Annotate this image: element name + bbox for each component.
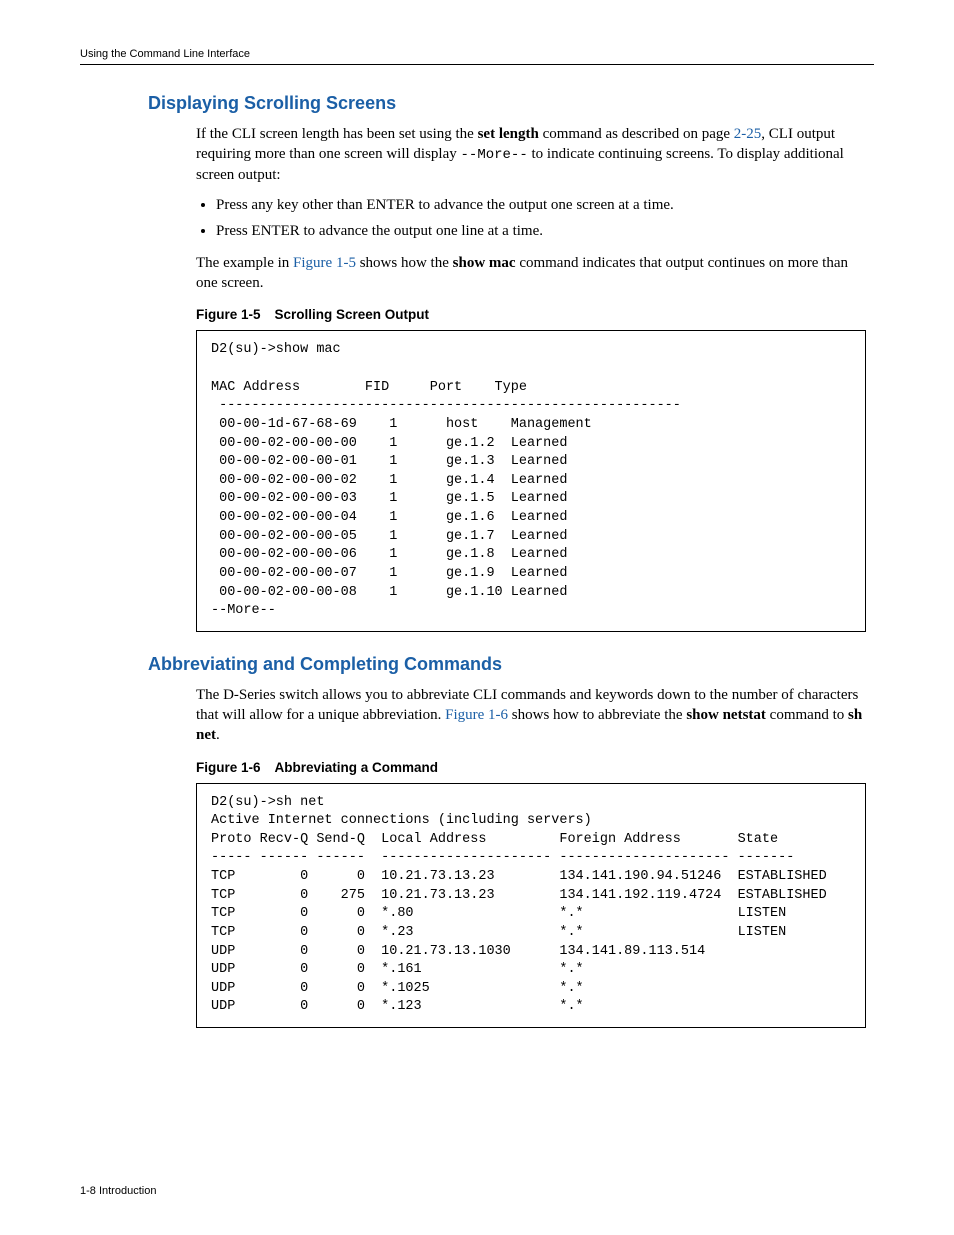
bold-text: show netstat [686,707,766,723]
bullet-list: Press any key other than ENTER to advanc… [196,195,866,243]
text: . [216,727,220,743]
bold-text: set length [478,126,539,142]
bullet-item: Press any key other than ENTER to advanc… [216,195,866,217]
text: command to [766,707,848,723]
figure-caption: Figure 1-6 Abbreviating a Command [196,760,866,775]
terminal-output-mac: D2(su)->show mac MAC Address FID Port Ty… [196,330,866,631]
paragraph: If the CLI screen length has been set us… [196,124,866,185]
text: The example in [196,255,293,271]
text: command as described on page [539,126,734,142]
section-heading-displaying: Displaying Scrolling Screens [148,93,874,114]
figure-title: Abbreviating a Command [275,760,439,775]
text: shows how the [356,255,453,271]
figure-title: Scrolling Screen Output [275,307,430,322]
figure-caption: Figure 1-5 Scrolling Screen Output [196,307,866,322]
terminal-output-netstat: D2(su)->sh net Active Internet connectio… [196,783,866,1029]
code-inline: --More-- [461,147,528,163]
figure-xref[interactable]: Figure 1-6 [445,707,508,723]
figure-label: Figure 1-6 [196,760,261,775]
bold-text: show mac [453,255,516,271]
page-xref[interactable]: 2-25 [734,126,762,142]
figure-xref[interactable]: Figure 1-5 [293,255,356,271]
figure-label: Figure 1-5 [196,307,261,322]
paragraph: The example in Figure 1-5 shows how the … [196,253,866,294]
text: shows how to abbreviate the [508,707,686,723]
text: If the CLI screen length has been set us… [196,126,478,142]
page-footer: 1-8 Introduction [80,1185,156,1197]
paragraph: The D-Series switch allows you to abbrev… [196,685,866,746]
bullet-item: Press ENTER to advance the output one li… [216,221,866,243]
running-header: Using the Command Line Interface [80,48,874,65]
section-heading-abbreviating: Abbreviating and Completing Commands [148,654,874,675]
